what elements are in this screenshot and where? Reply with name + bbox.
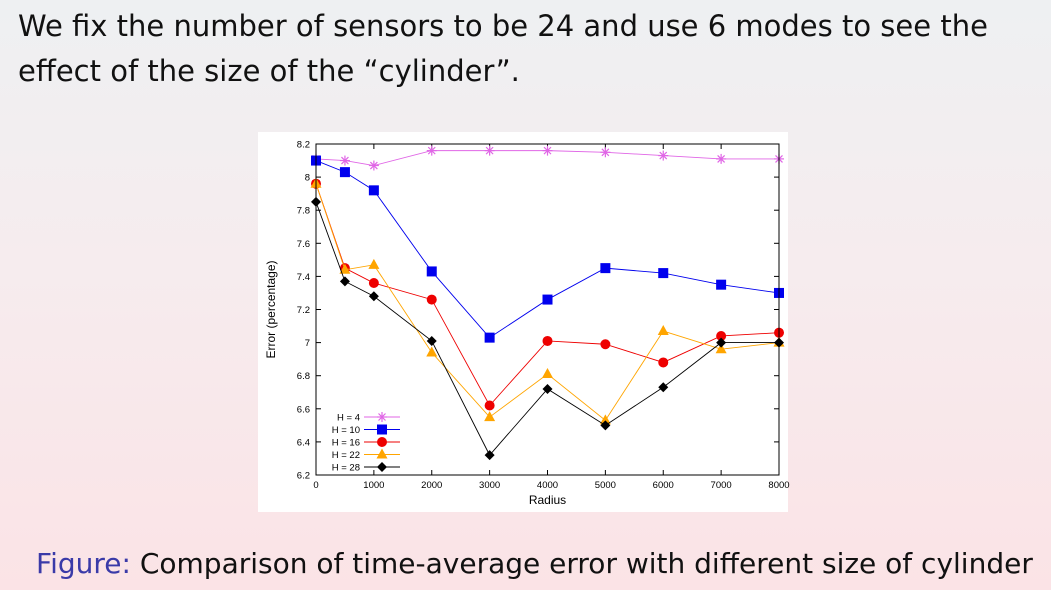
caption-label: Figure:: [36, 547, 131, 580]
legend-marker: [377, 462, 387, 472]
x-tick-label: 3000: [479, 480, 500, 491]
data-point: [542, 145, 553, 156]
data-point: [368, 258, 380, 269]
y-tick-label: 8: [305, 173, 310, 184]
data-point: [716, 279, 727, 290]
data-point: [658, 382, 669, 393]
data-point: [368, 185, 379, 196]
data-point: [716, 330, 727, 341]
data-point: [368, 278, 379, 289]
data-point: [484, 400, 495, 411]
data-point: [339, 263, 351, 274]
data-point: [658, 357, 669, 368]
series-line: [315, 160, 780, 339]
data-point: [658, 150, 669, 161]
y-tick-label: 6.6: [297, 404, 310, 415]
data-point: [426, 335, 437, 346]
data-point: [600, 339, 611, 350]
data-point: [599, 414, 611, 425]
data-point: [426, 346, 438, 357]
x-axis-label: Radius: [529, 493, 566, 507]
data-point: [368, 160, 379, 171]
data-point: [542, 368, 553, 379]
data-point: [715, 343, 727, 354]
series-line: [315, 183, 780, 422]
data-point: [339, 155, 350, 166]
legend-marker: [376, 448, 388, 459]
caption-text: Comparison of time-average error with di…: [139, 547, 1033, 580]
y-tick-label: 6.2: [297, 471, 310, 482]
x-tick-label: 2000: [421, 480, 442, 491]
legend-label: H = 16: [332, 438, 360, 449]
data-point: [368, 291, 379, 302]
legend: H = 4H = 10 H = 16H = 22 H = 28: [332, 412, 400, 474]
y-tick-label: 7.6: [297, 239, 310, 250]
y-tick-label: 6.4: [297, 437, 310, 448]
data-point: [339, 276, 350, 287]
data-point: [484, 411, 496, 422]
data-point: [542, 383, 553, 394]
x-tick-label: 1000: [363, 480, 384, 491]
x-tick-label: 8000: [768, 480, 789, 491]
legend-marker: [377, 437, 387, 447]
data-point: [600, 420, 611, 431]
y-tick-label: 7: [305, 338, 310, 349]
data-point: [426, 266, 437, 277]
y-tick-label: 6.8: [297, 371, 310, 382]
data-point: [484, 145, 495, 156]
plot-frame: [315, 143, 780, 476]
y-tick-label: 8.2: [297, 140, 310, 151]
legend-label: H = 4: [337, 413, 360, 424]
x-tick-label: 6000: [653, 480, 674, 491]
data-point: [657, 325, 669, 336]
legend-label: H = 10: [332, 425, 360, 436]
data-point: [339, 167, 350, 178]
chart-background: [258, 132, 788, 512]
figure-caption: Figure: Comparison of time-average error…: [36, 547, 1033, 580]
x-tick-label: 4000: [537, 480, 558, 491]
x-tick-label: 0: [313, 480, 318, 491]
legend-label: H = 28: [332, 463, 360, 474]
y-tick-label: 7.8: [297, 206, 310, 217]
y-tick-label: 7.4: [297, 272, 310, 283]
y-axis-label: Error (percentage): [264, 260, 278, 358]
data-point: [426, 145, 437, 156]
x-tick-label: 7000: [711, 480, 732, 491]
data-point: [542, 294, 553, 305]
series-line: [315, 183, 780, 407]
data-point: [600, 147, 611, 158]
x-tick-label: 5000: [595, 480, 616, 491]
data-point: [716, 337, 727, 348]
legend-marker: [377, 424, 387, 435]
data-point: [484, 332, 495, 343]
intro-text: We fix the number of sensors to be 24 an…: [18, 9, 988, 88]
data-point: [716, 153, 727, 164]
legend-label: H = 22: [332, 450, 360, 461]
y-tick-label: 7.2: [297, 305, 310, 316]
legend-marker: [377, 412, 387, 422]
series-line: [315, 201, 779, 456]
series-h=28: [311, 196, 784, 461]
data-point: [658, 268, 669, 279]
data-point: [542, 335, 553, 346]
data-point: [426, 294, 437, 305]
series-line: [315, 150, 779, 166]
data-point: [484, 450, 495, 461]
data-point: [600, 263, 611, 274]
